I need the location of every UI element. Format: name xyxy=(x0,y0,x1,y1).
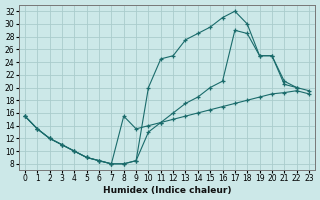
X-axis label: Humidex (Indice chaleur): Humidex (Indice chaleur) xyxy=(103,186,231,195)
